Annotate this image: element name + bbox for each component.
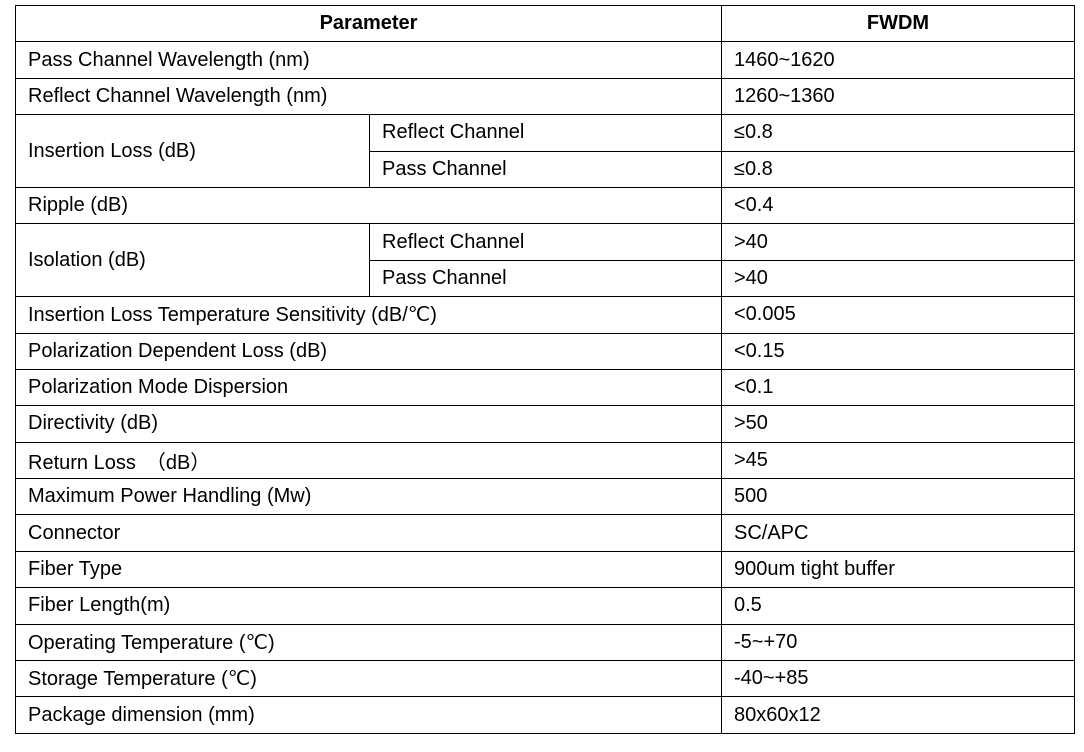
parameter-cell: Reflect Channel Wavelength (nm)	[15, 77, 722, 116]
value-cell: 1460~1620	[721, 41, 1075, 79]
header-parameter: Parameter	[15, 4, 722, 43]
parameter-cell: Ripple (dB)	[15, 186, 722, 225]
value-cell: >45	[721, 441, 1075, 480]
table-row: Insertion Loss Temperature Sensitivity (…	[15, 296, 1075, 334]
parameter-cell: Fiber Type	[15, 550, 722, 589]
table-row: Isolation (dB) Reflect Channel >40	[15, 223, 1075, 298]
parameter-cell: Directivity (dB)	[15, 405, 722, 443]
table-row: Directivity (dB) >50	[15, 405, 1075, 443]
value-cell: 0.5	[721, 587, 1075, 625]
value-cell: <0.005	[721, 296, 1075, 334]
parameter-cell: Storage Temperature (℃)	[15, 660, 722, 698]
parameter-cell: Connector	[15, 514, 722, 552]
header-row: Parameter FWDM	[15, 4, 1075, 43]
value-cell: 900um tight buffer	[721, 550, 1075, 589]
parameter-cell: Pass Channel Wavelength (nm)	[15, 41, 722, 79]
value-cell: >50	[721, 405, 1075, 443]
value-cell: 1260~1360	[721, 77, 1075, 116]
sub-parameter-cell: Reflect Channel	[369, 223, 722, 261]
table-row: Polarization Dependent Loss (dB) <0.15	[15, 332, 1075, 370]
table-row: Maximum Power Handling (Mw) 500	[15, 478, 1075, 516]
table-row: Ripple (dB) <0.4	[15, 186, 1075, 225]
table-row: Pass Channel Wavelength (nm) 1460~1620	[15, 41, 1075, 79]
parameter-cell: Insertion Loss Temperature Sensitivity (…	[15, 296, 722, 334]
value-cell: 500	[721, 478, 1075, 516]
parameter-cell: Maximum Power Handling (Mw)	[15, 478, 722, 516]
value-cell: >40	[721, 259, 1075, 298]
value-cell: ≤0.8	[721, 114, 1075, 152]
value-cell: <0.4	[721, 186, 1075, 225]
parameter-cell: Operating Temperature (℃)	[15, 623, 722, 662]
parameter-cell: Polarization Mode Dispersion	[15, 368, 722, 407]
sub-parameter-cell: Pass Channel	[369, 150, 722, 188]
table-row: Connector SC/APC	[15, 514, 1075, 552]
value-cell: -40~+85	[721, 660, 1075, 698]
sub-parameter-cell: Pass Channel	[369, 259, 722, 298]
sub-parameter-cell: Reflect Channel	[369, 114, 722, 152]
value-cell: ≤0.8	[721, 150, 1075, 188]
parameter-cell: Isolation (dB)	[15, 223, 370, 298]
value-cell: -5~+70	[721, 623, 1075, 662]
table-row: Reflect Channel Wavelength (nm) 1260~1360	[15, 77, 1075, 116]
table-row: Operating Temperature (℃) -5~+70	[15, 623, 1075, 662]
table-row: Return Loss （dB） >45	[15, 441, 1075, 480]
header-fwdm: FWDM	[721, 4, 1075, 43]
parameter-cell: Polarization Dependent Loss (dB)	[15, 332, 722, 370]
value-cell: <0.1	[721, 368, 1075, 407]
value-cell: >40	[721, 223, 1075, 261]
parameter-cell: Package dimension (mm)	[15, 696, 722, 734]
table-row: Storage Temperature (℃) -40~+85	[15, 660, 1075, 698]
table-row: Insertion Loss (dB) Reflect Channel ≤0.8	[15, 114, 1075, 188]
table-row: Pass Channel >40	[16, 259, 1075, 298]
spec-table: Parameter FWDM Pass Channel Wavelength (…	[15, 4, 1075, 734]
value-cell: 80x60x12	[721, 696, 1075, 734]
table-row: Fiber Length(m) 0.5	[15, 587, 1075, 625]
value-cell: <0.15	[721, 332, 1075, 370]
parameter-cell: Insertion Loss (dB)	[15, 114, 370, 188]
table-row: Package dimension (mm) 80x60x12	[15, 696, 1075, 734]
parameter-cell: Return Loss （dB）	[15, 441, 722, 480]
parameter-cell: Fiber Length(m)	[15, 587, 722, 625]
table-row: Pass Channel ≤0.8	[16, 150, 1075, 188]
table-row: Polarization Mode Dispersion <0.1	[15, 368, 1075, 407]
value-cell: SC/APC	[721, 514, 1075, 552]
table-row: Fiber Type 900um tight buffer	[15, 550, 1075, 589]
